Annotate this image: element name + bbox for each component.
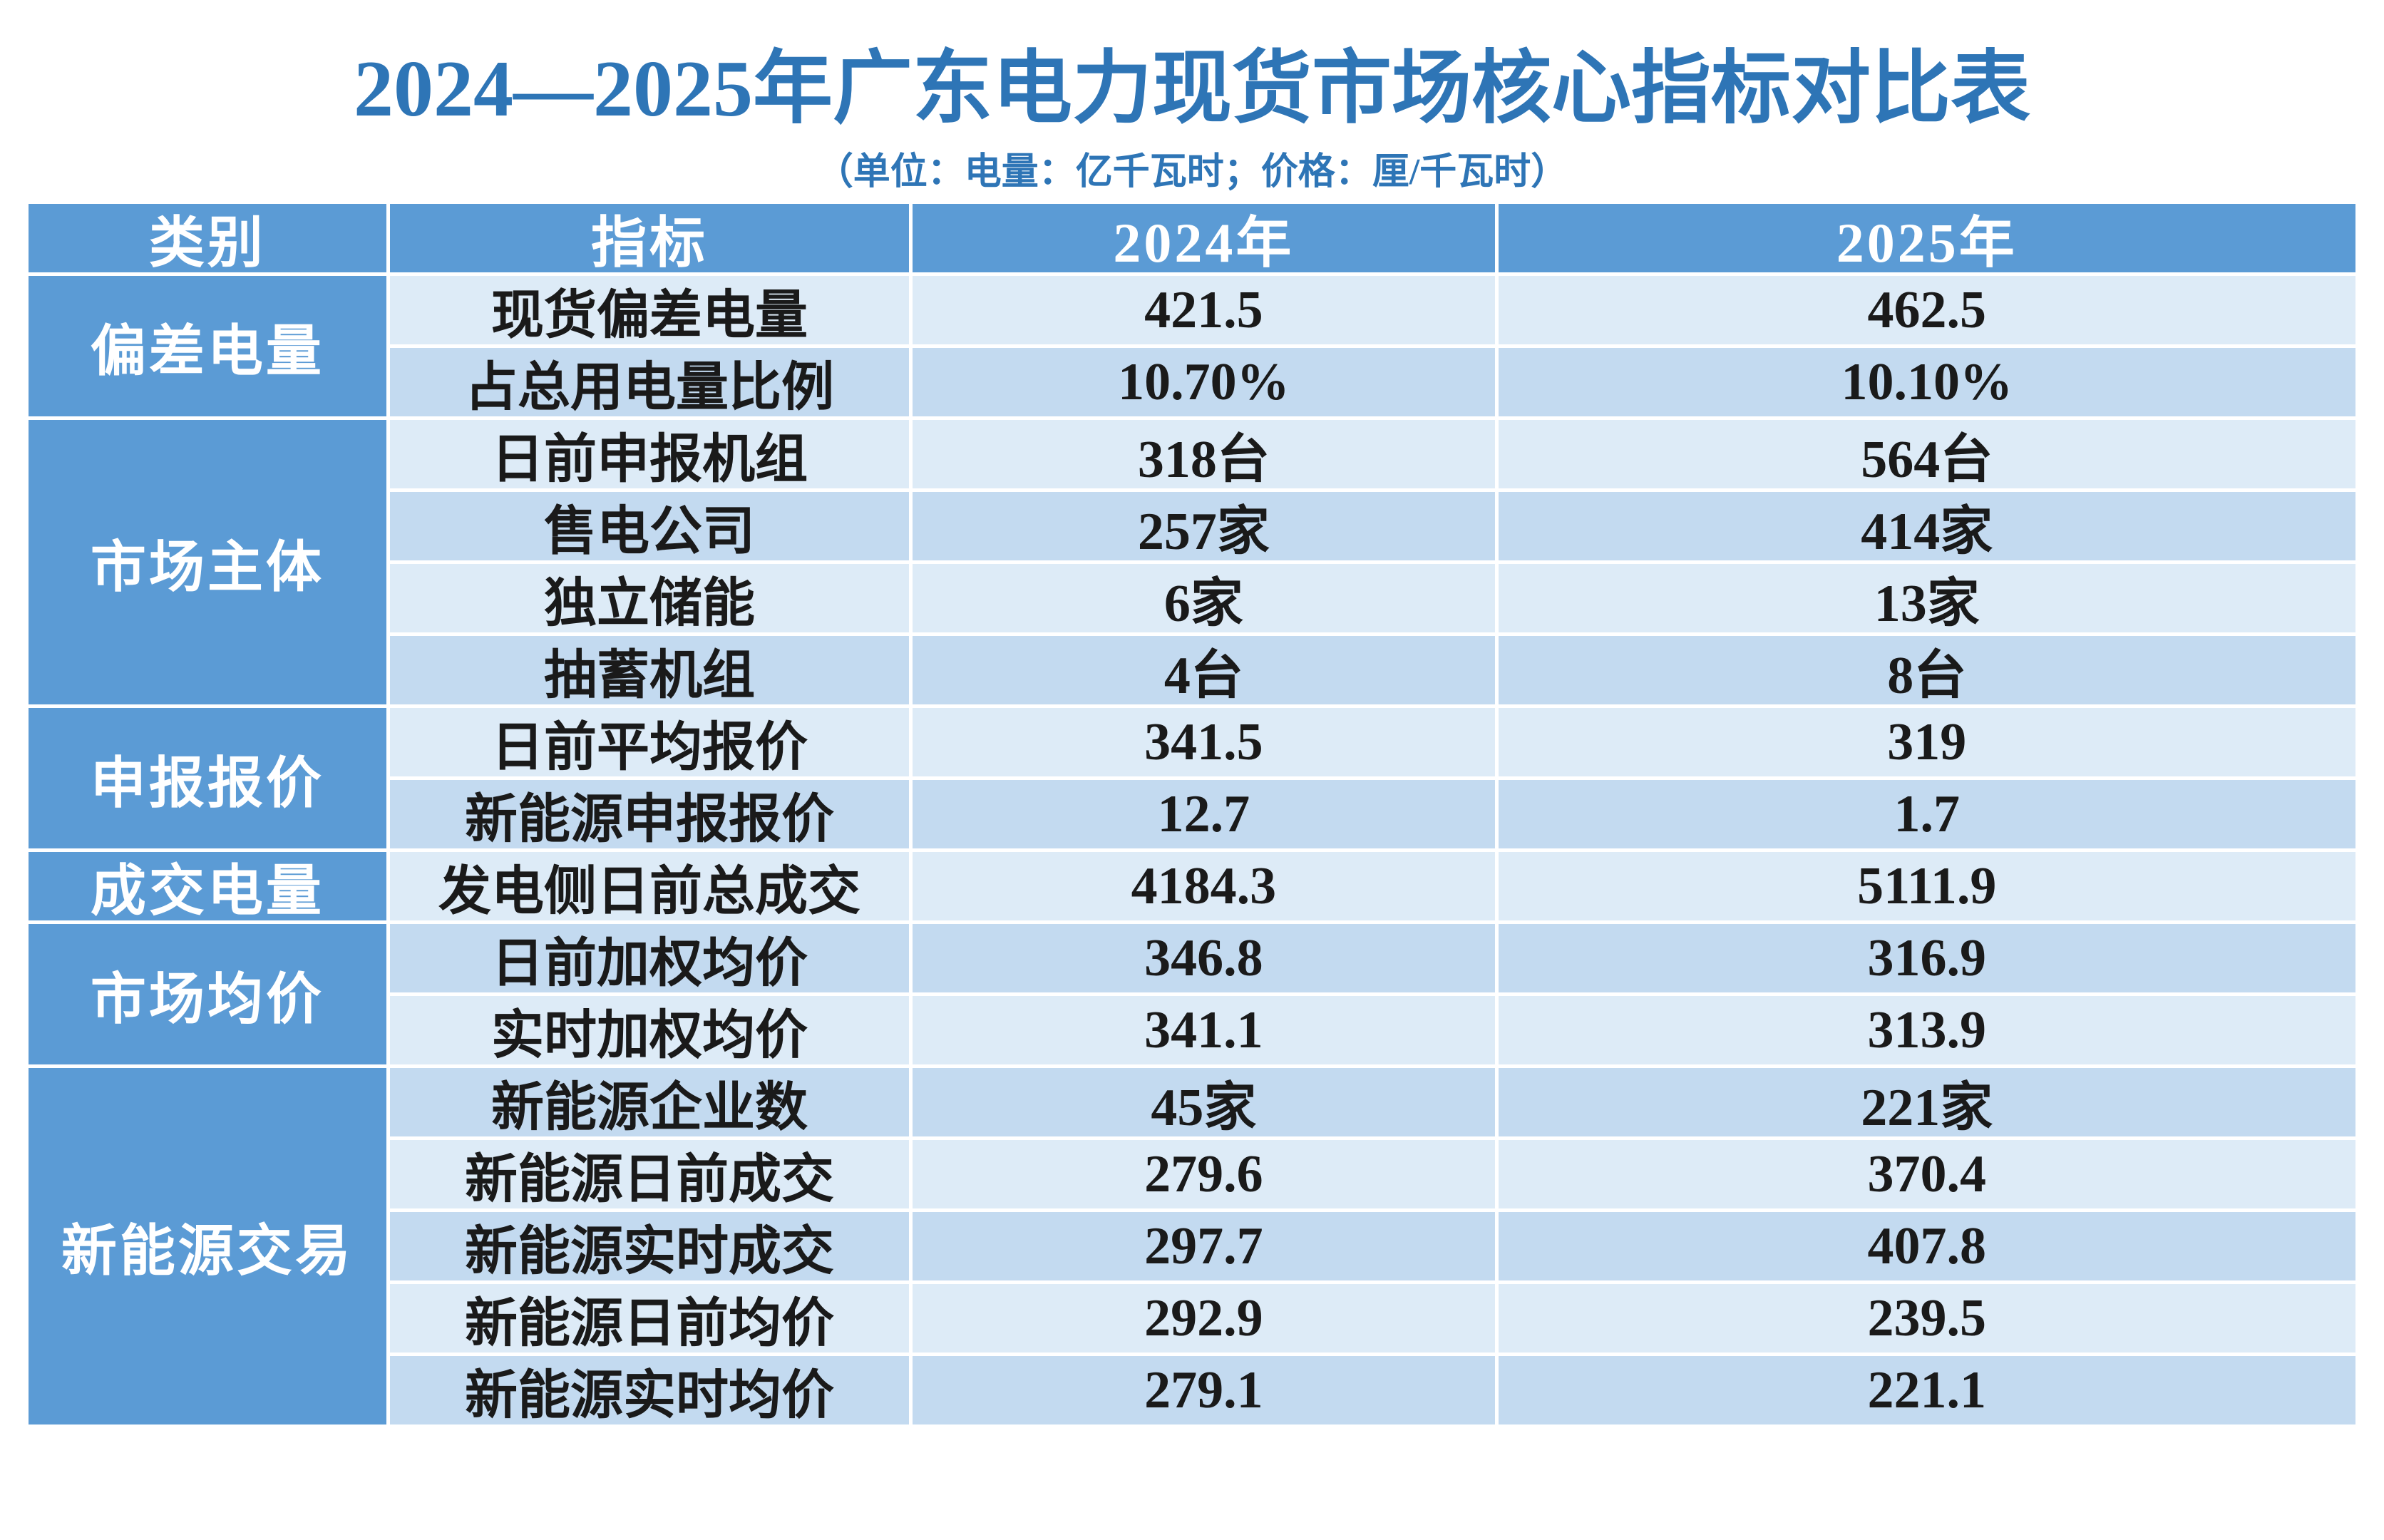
value-2025-cell: 221.1: [1498, 1356, 2355, 1424]
value-2024-cell: 10.70%: [913, 348, 1495, 416]
value-2025-cell: 370.4: [1498, 1140, 2355, 1208]
indicator-cell: 日前申报机组: [389, 420, 910, 488]
indicator-cell: 新能源日前成交: [389, 1140, 910, 1208]
category-deviation-volume: 偏差电量: [29, 276, 386, 416]
value-2024-cell: 341.5: [913, 708, 1495, 776]
comparison-table: 类别 指标 2024年 2025年 偏差电量 市场主体 申报报价 成交电量 市场…: [29, 204, 2355, 1424]
indicator-cell: 售电公司: [389, 492, 910, 560]
value-2025-cell: 414家: [1498, 492, 2355, 560]
value-2024-cell: 12.7: [913, 780, 1495, 848]
value-2024-cell: 4184.3: [913, 852, 1495, 920]
value-2025-cell: 5111.9: [1498, 852, 2355, 920]
value-2024-cell: 279.6: [913, 1140, 1495, 1208]
value-2024-cell: 6家: [913, 564, 1495, 632]
value-2024-cell: 318台: [913, 420, 1495, 488]
indicator-cell: 发电侧日前总成交: [389, 852, 910, 920]
value-2024-cell: 297.7: [913, 1212, 1495, 1280]
value-2025-cell: 462.5: [1498, 276, 2355, 344]
indicator-cell: 日前平均报价: [389, 708, 910, 776]
value-2024-cell: 421.5: [913, 276, 1495, 344]
value-2024-cell: 341.1: [913, 996, 1495, 1064]
unit-note: （单位：电量：亿千瓦时；价格：厘/千瓦时）: [816, 152, 1568, 192]
indicator-cell: 新能源申报报价: [389, 780, 910, 848]
value-2025-cell: 313.9: [1498, 996, 2355, 1064]
value-2025-cell: 564台: [1498, 420, 2355, 488]
value-2024-cell: 346.8: [913, 924, 1495, 992]
category-new-energy-trading: 新能源交易: [29, 1068, 386, 1424]
value-2025-cell: 10.10%: [1498, 348, 2355, 416]
indicator-cell: 新能源实时成交: [389, 1212, 910, 1280]
value-2025-cell: 239.5: [1498, 1284, 2355, 1352]
indicator-cell: 实时加权均价: [389, 996, 910, 1064]
header-category: 类别: [29, 204, 386, 272]
header-indicator: 指标: [389, 204, 910, 272]
indicator-cell: 独立储能: [389, 564, 910, 632]
category-market-entities: 市场主体: [29, 420, 386, 704]
category-traded-volume: 成交电量: [29, 852, 386, 920]
value-2024-cell: 4台: [913, 636, 1495, 704]
indicator-cell: 新能源日前均价: [389, 1284, 910, 1352]
indicator-cell: 日前加权均价: [389, 924, 910, 992]
value-2025-cell: 316.9: [1498, 924, 2355, 992]
indicator-cell: 新能源企业数: [389, 1068, 910, 1136]
value-2025-cell: 13家: [1498, 564, 2355, 632]
indicator-cell: 现货偏差电量: [389, 276, 910, 344]
value-2025-cell: 319: [1498, 708, 2355, 776]
indicator-cell: 占总用电量比例: [389, 348, 910, 416]
header-2024: 2024年: [913, 204, 1495, 272]
value-2024-cell: 279.1: [913, 1356, 1495, 1424]
value-2025-cell: 407.8: [1498, 1212, 2355, 1280]
value-2024-cell: 292.9: [913, 1284, 1495, 1352]
value-2025-cell: 1.7: [1498, 780, 2355, 848]
category-bid-prices: 申报报价: [29, 708, 386, 848]
value-2025-cell: 221家: [1498, 1068, 2355, 1136]
value-2025-cell: 8台: [1498, 636, 2355, 704]
value-2024-cell: 257家: [913, 492, 1495, 560]
indicator-cell: 新能源实时均价: [389, 1356, 910, 1424]
page-title: 2024—2025年广东电力现货市场核心指标对比表: [354, 45, 2030, 133]
category-market-avg-price: 市场均价: [29, 924, 386, 1064]
indicator-cell: 抽蓄机组: [389, 636, 910, 704]
header-2025: 2025年: [1498, 204, 2355, 272]
value-2024-cell: 45家: [913, 1068, 1495, 1136]
